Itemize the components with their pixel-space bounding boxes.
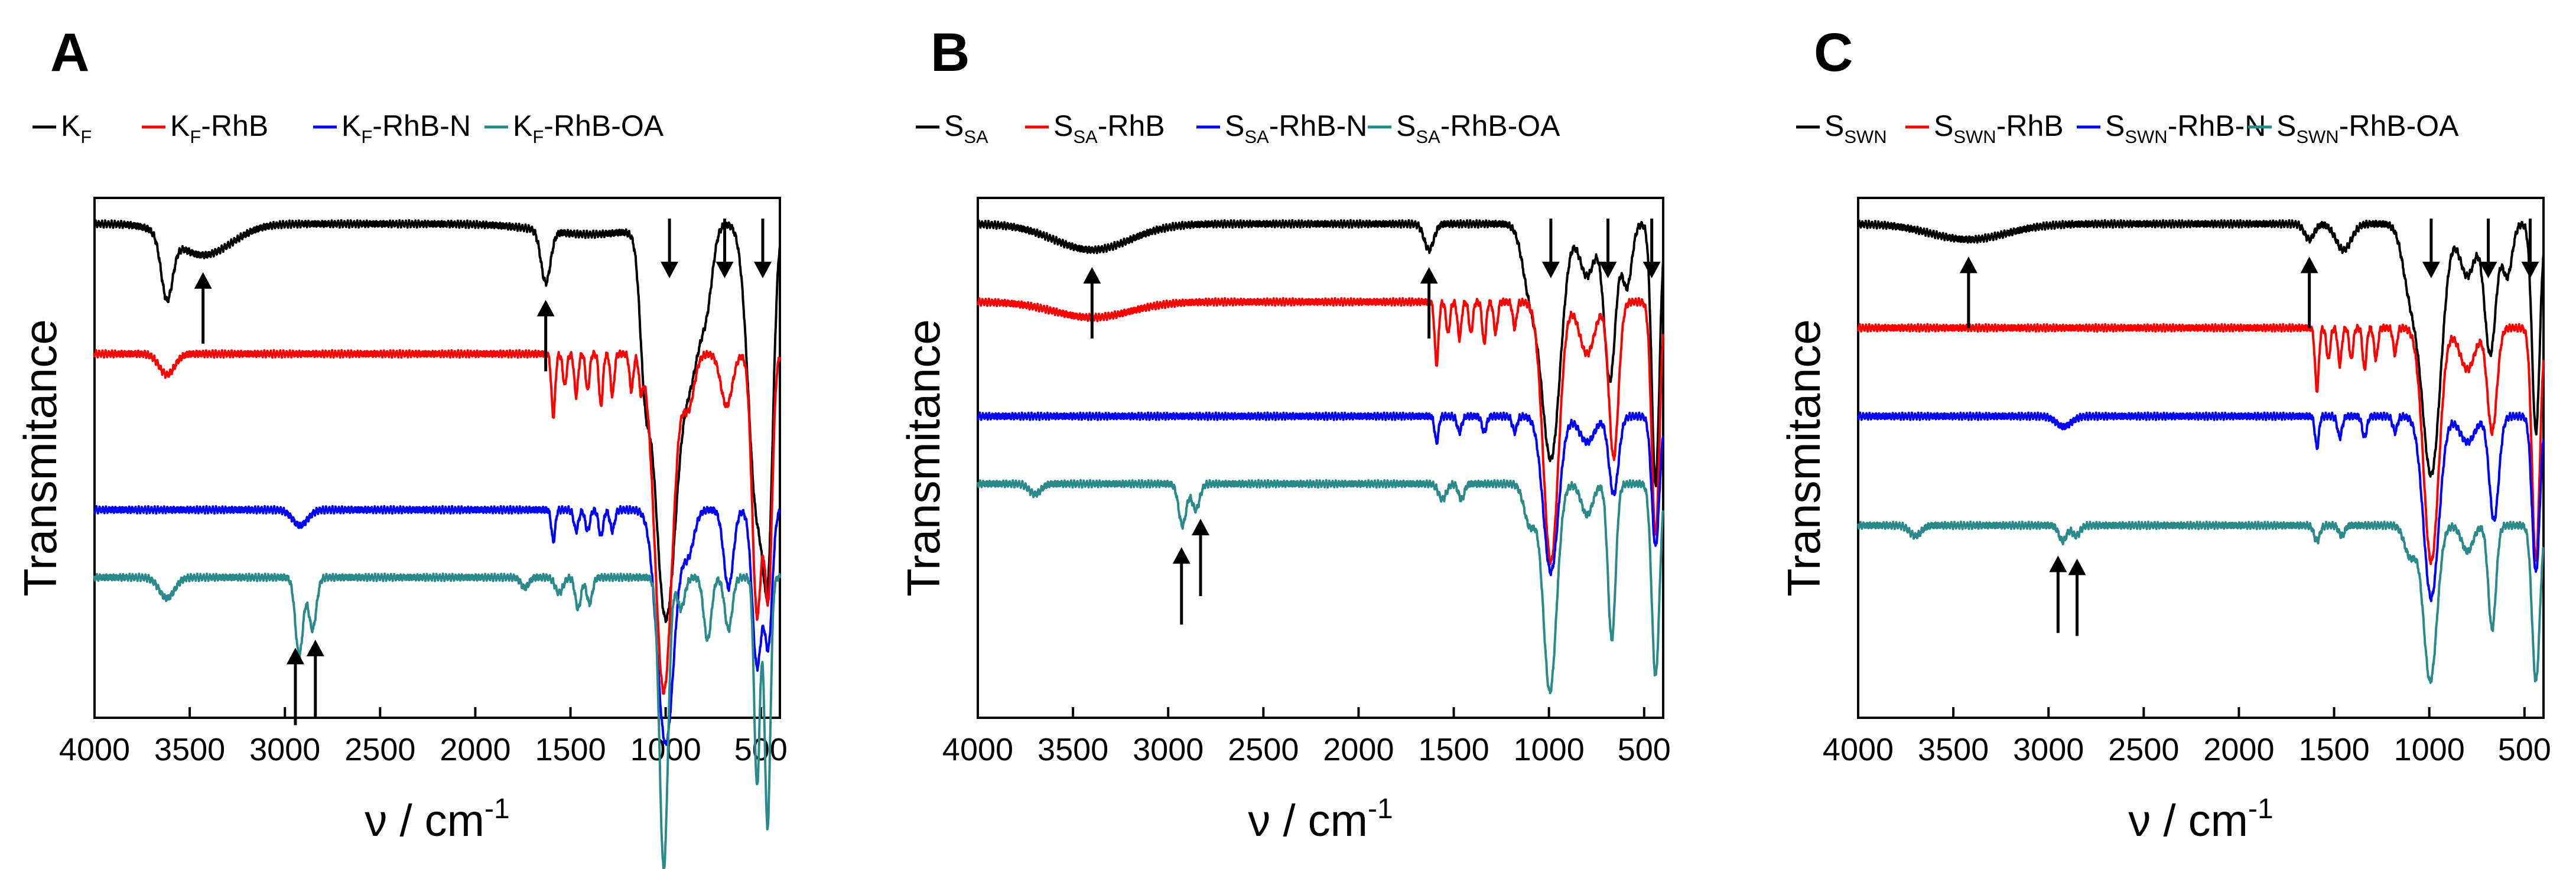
- x-tick-label: 500: [2498, 732, 2551, 767]
- panel-label: B: [931, 22, 970, 83]
- annotation-arrow-head: [1172, 547, 1191, 564]
- annotation-arrow-head: [2521, 262, 2539, 278]
- series-line: [1857, 520, 2545, 684]
- panel-label: A: [50, 22, 89, 83]
- legend-label: SSWN-RhB-OA: [2276, 109, 2459, 147]
- x-tick-label: 2500: [2108, 732, 2179, 767]
- series-line: [977, 411, 1664, 577]
- x-tick-label: 2000: [440, 732, 510, 767]
- annotation-arrow-head: [1642, 262, 1661, 278]
- annotation-arrow-head: [1420, 267, 1438, 284]
- plot-frame: [1857, 197, 2545, 719]
- x-tick-label: 500: [734, 732, 788, 767]
- panel-A: A KF KF-RhB KF-RhB-N KF-RhB-OA 4000 3500 3000 25…: [14, 22, 788, 869]
- series-line: [93, 219, 781, 623]
- annotation-arrow-head: [2422, 262, 2440, 278]
- x-tick-label: 3000: [1133, 732, 1204, 767]
- series-line: [1857, 411, 2545, 603]
- x-tick-label: 1500: [2298, 732, 2369, 767]
- annotation-arrow-head: [1541, 262, 1560, 278]
- legend-label: KF-RhB-OA: [513, 109, 664, 147]
- series-line: [1857, 219, 2545, 478]
- x-tick-label: 1000: [2394, 732, 2465, 767]
- x-axis-label: ν / cm-1: [2128, 793, 2273, 846]
- legend-label: KF-RhB: [170, 109, 268, 147]
- annotation-arrow-head: [306, 639, 324, 656]
- x-tick-label: 3500: [154, 732, 225, 767]
- x-tick-label: 500: [1618, 732, 1671, 767]
- x-tick-label: 2500: [1228, 732, 1299, 767]
- series-line: [93, 572, 781, 869]
- x-tick-label: 2000: [2203, 732, 2274, 767]
- annotation-arrow-head: [2068, 558, 2086, 575]
- annotation-arrow-head: [754, 262, 772, 278]
- legend-label: KF: [61, 109, 92, 147]
- annotation-arrow-head: [1959, 256, 1977, 274]
- series-line: [1857, 323, 2545, 565]
- y-axis-label: Transmitance: [1778, 319, 1830, 597]
- series-line: [977, 479, 1664, 695]
- x-tick-label: 3500: [1037, 732, 1108, 767]
- x-tick-label: 3000: [2013, 732, 2084, 767]
- series-line: [93, 505, 781, 746]
- plot-frame: [93, 197, 781, 719]
- x-tick-label: 4000: [1823, 732, 1894, 767]
- annotation-arrow-head: [286, 647, 304, 665]
- series-line: [977, 219, 1664, 487]
- legend-label: SSA-RhB-OA: [1396, 109, 1560, 147]
- x-tick-label: 3000: [249, 732, 320, 767]
- x-tick-label: 4000: [59, 732, 130, 767]
- legend-label: SSA: [944, 109, 988, 147]
- legend-label: KF-RhB-N: [341, 109, 471, 147]
- series-line: [93, 349, 781, 695]
- legend-label: SSWN: [1824, 109, 1887, 147]
- x-tick-label: 1500: [1418, 732, 1489, 767]
- series-line: [977, 297, 1664, 565]
- x-tick-label: 4000: [942, 732, 1013, 767]
- x-axis-label: ν / cm-1: [1248, 793, 1393, 846]
- annotation-arrow-head: [536, 300, 555, 317]
- annotation-arrow-head: [1083, 267, 1101, 284]
- y-axis-label: Transmitance: [14, 319, 66, 597]
- annotation-arrow-head: [1599, 262, 1617, 278]
- annotation-arrow-head: [2479, 262, 2497, 278]
- panel-B: B SSA SSA-RhB SSA-RhB-N SSA-RhB-OA 4000 3500 30…: [897, 22, 1671, 846]
- x-tick-label: 1000: [630, 732, 701, 767]
- legend-label: SSA-RhB-N: [1225, 109, 1367, 147]
- y-axis-label: Transmitance: [897, 319, 949, 597]
- x-tick-label: 2500: [344, 732, 415, 767]
- annotation-arrow-head: [1192, 519, 1209, 536]
- x-tick-label: 2000: [1323, 732, 1394, 767]
- legend-label: SSWN-RhB-N: [2105, 109, 2266, 147]
- plot-frame: [977, 197, 1664, 719]
- annotation-arrow-head: [194, 272, 212, 289]
- annotation-arrow-head: [2300, 256, 2318, 274]
- x-tick-label: 1000: [1514, 732, 1585, 767]
- legend-label: SSA-RhB: [1053, 109, 1165, 147]
- panel-C: C SSWN SSWN-RhB SSWN-RhB-N SSWN-RhB-OA 4000 35…: [1778, 22, 2551, 846]
- legend-label: SSWN-RhB: [1934, 109, 2064, 147]
- x-tick-label: 1500: [535, 732, 606, 767]
- x-axis-label: ν / cm-1: [365, 793, 509, 846]
- panel-label: C: [1814, 22, 1853, 83]
- annotation-arrow-head: [2049, 555, 2067, 572]
- annotation-arrow-head: [661, 262, 679, 278]
- annotation-arrow-head: [715, 262, 734, 278]
- x-tick-label: 3500: [1918, 732, 1989, 767]
